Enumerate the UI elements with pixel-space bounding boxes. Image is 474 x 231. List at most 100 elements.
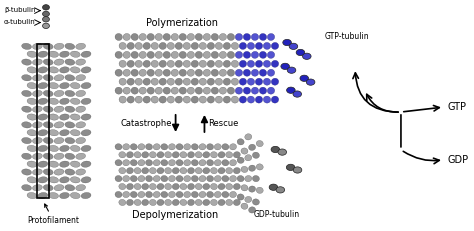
- Ellipse shape: [115, 144, 122, 150]
- Ellipse shape: [239, 60, 246, 67]
- Ellipse shape: [247, 78, 255, 85]
- Ellipse shape: [138, 144, 145, 150]
- Text: β-tubulin: β-tubulin: [4, 7, 36, 13]
- Ellipse shape: [157, 183, 164, 190]
- Ellipse shape: [267, 33, 274, 40]
- Ellipse shape: [60, 130, 69, 136]
- Ellipse shape: [180, 152, 187, 158]
- Ellipse shape: [81, 192, 91, 199]
- Ellipse shape: [207, 78, 215, 85]
- Ellipse shape: [123, 176, 130, 182]
- Ellipse shape: [210, 152, 218, 158]
- Ellipse shape: [60, 161, 69, 167]
- Ellipse shape: [38, 98, 48, 104]
- Ellipse shape: [256, 187, 263, 193]
- Ellipse shape: [32, 43, 42, 49]
- Ellipse shape: [43, 122, 53, 128]
- Ellipse shape: [65, 153, 75, 159]
- Ellipse shape: [263, 60, 271, 67]
- Ellipse shape: [115, 87, 122, 94]
- Ellipse shape: [22, 75, 32, 81]
- Ellipse shape: [115, 69, 122, 76]
- Bar: [37, 44, 49, 198]
- Ellipse shape: [214, 176, 221, 182]
- Ellipse shape: [139, 33, 146, 40]
- Ellipse shape: [226, 199, 233, 206]
- Ellipse shape: [163, 33, 171, 40]
- Ellipse shape: [70, 51, 80, 57]
- Ellipse shape: [293, 167, 302, 173]
- Ellipse shape: [38, 177, 48, 183]
- Ellipse shape: [168, 191, 175, 198]
- Ellipse shape: [70, 98, 80, 104]
- Ellipse shape: [195, 51, 202, 58]
- Ellipse shape: [130, 176, 137, 182]
- Ellipse shape: [180, 183, 187, 190]
- Ellipse shape: [243, 87, 251, 94]
- Ellipse shape: [43, 17, 49, 22]
- Ellipse shape: [161, 160, 168, 166]
- Ellipse shape: [153, 176, 160, 182]
- Ellipse shape: [119, 43, 127, 49]
- Ellipse shape: [219, 69, 227, 76]
- Ellipse shape: [115, 176, 122, 182]
- Ellipse shape: [235, 33, 243, 40]
- Ellipse shape: [255, 96, 263, 103]
- Ellipse shape: [27, 114, 37, 120]
- Ellipse shape: [207, 43, 215, 49]
- Ellipse shape: [184, 144, 191, 150]
- Ellipse shape: [146, 144, 153, 150]
- Ellipse shape: [76, 137, 86, 144]
- Ellipse shape: [151, 60, 158, 67]
- Ellipse shape: [263, 43, 271, 49]
- Ellipse shape: [191, 43, 199, 49]
- Ellipse shape: [149, 199, 156, 206]
- Ellipse shape: [49, 114, 59, 120]
- Ellipse shape: [248, 144, 255, 150]
- Ellipse shape: [161, 191, 168, 198]
- Ellipse shape: [210, 183, 218, 190]
- Ellipse shape: [233, 199, 240, 206]
- Ellipse shape: [127, 60, 135, 67]
- Ellipse shape: [210, 199, 218, 206]
- Ellipse shape: [65, 43, 75, 49]
- Ellipse shape: [65, 185, 75, 191]
- Ellipse shape: [222, 191, 229, 198]
- Ellipse shape: [180, 167, 187, 174]
- Ellipse shape: [219, 87, 227, 94]
- Ellipse shape: [163, 51, 171, 58]
- Ellipse shape: [60, 82, 69, 89]
- Ellipse shape: [38, 130, 48, 136]
- Ellipse shape: [22, 122, 32, 128]
- Ellipse shape: [155, 51, 163, 58]
- Ellipse shape: [183, 43, 191, 49]
- Ellipse shape: [191, 176, 198, 182]
- Ellipse shape: [38, 82, 48, 89]
- Ellipse shape: [81, 114, 91, 120]
- Ellipse shape: [245, 196, 252, 203]
- Ellipse shape: [247, 96, 255, 103]
- Ellipse shape: [211, 51, 219, 58]
- Ellipse shape: [226, 183, 233, 190]
- Ellipse shape: [199, 176, 206, 182]
- Ellipse shape: [22, 153, 32, 159]
- Ellipse shape: [135, 96, 142, 103]
- Ellipse shape: [168, 144, 175, 150]
- Ellipse shape: [155, 33, 163, 40]
- Ellipse shape: [247, 43, 255, 49]
- Ellipse shape: [27, 67, 37, 73]
- Ellipse shape: [226, 152, 233, 158]
- Ellipse shape: [243, 51, 251, 58]
- Ellipse shape: [146, 160, 153, 166]
- Ellipse shape: [271, 78, 279, 85]
- Ellipse shape: [227, 69, 235, 76]
- Ellipse shape: [60, 114, 69, 120]
- Ellipse shape: [76, 153, 86, 159]
- Ellipse shape: [65, 75, 75, 81]
- Ellipse shape: [176, 176, 183, 182]
- Ellipse shape: [127, 199, 134, 206]
- Ellipse shape: [191, 96, 199, 103]
- Ellipse shape: [27, 145, 37, 152]
- Ellipse shape: [167, 60, 174, 67]
- Ellipse shape: [167, 43, 174, 49]
